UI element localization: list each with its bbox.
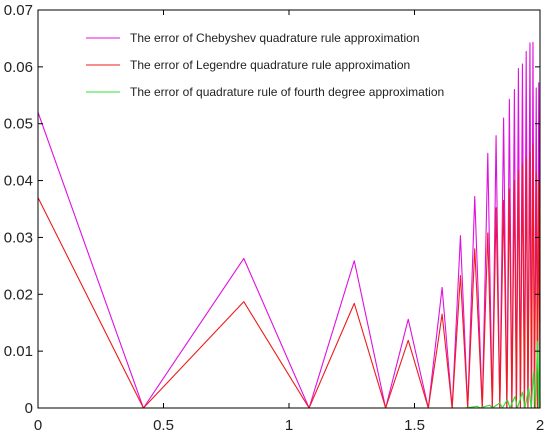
legend: The error of Chebyshev quadrature rule a… <box>86 31 444 99</box>
y-tick-label: 0.04 <box>4 173 33 190</box>
series-line-2 <box>38 319 541 409</box>
legend-label-0: The error of Chebyshev quadrature rule a… <box>130 31 420 45</box>
plot-area <box>37 41 541 409</box>
series-line-1 <box>37 143 541 409</box>
x-tick-label: 0 <box>34 417 42 434</box>
x-tick-label: 2 <box>536 417 544 434</box>
x-tick-label: 0.5 <box>153 417 174 434</box>
ticks: 0 0.5 1 1.5 2 0 0.01 0.02 0.03 0.04 0.05 0.06 0.07 <box>4 2 544 434</box>
y-tick-label: 0.05 <box>4 116 33 133</box>
y-tick-label: 0.06 <box>4 59 33 76</box>
legend-label-2: The error of quadrature rule of fourth d… <box>130 85 444 99</box>
legend-label-1: The error of Legendre quadrature rule ap… <box>130 58 410 72</box>
x-tick-label: 1.5 <box>404 417 425 434</box>
y-tick-label: 0.01 <box>4 343 33 360</box>
y-tick-label: 0.07 <box>4 2 33 19</box>
y-tick-label: 0.02 <box>4 286 33 303</box>
x-tick-label: 1 <box>285 417 293 434</box>
y-tick-label: 0.03 <box>4 229 33 246</box>
y-tick-label: 0 <box>25 400 33 417</box>
